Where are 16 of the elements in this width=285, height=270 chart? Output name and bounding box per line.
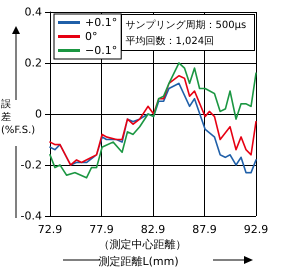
x-tick-label: 77.9 — [89, 223, 114, 236]
x-tick-label: 82.9 — [140, 223, 166, 236]
x-axis-title: （測定中心距離）測定距離L(mm) — [98, 238, 186, 268]
x-tick-label: 72.9 — [38, 223, 62, 236]
y-tick-label: 0.4 — [24, 6, 42, 18]
y-axis-title: 誤差(%F.S.) — [1, 98, 36, 136]
annotation: サンプリング周期：500μs 平均回数：1,024回 — [126, 19, 246, 47]
x-tick-label: 92.9 — [244, 223, 268, 236]
legend-label: +0.1° — [85, 16, 118, 29]
y-tick-label: 0 — [35, 108, 42, 120]
y-tick-label: 0.2 — [24, 56, 42, 70]
y-tick-label: -0.2 — [20, 158, 42, 172]
legend-label: 0° — [85, 30, 98, 43]
x-tick-label: 87.9 — [192, 223, 217, 236]
legend-label: −0.1° — [85, 44, 118, 57]
y-tick-label: -0.4 — [20, 210, 42, 222]
